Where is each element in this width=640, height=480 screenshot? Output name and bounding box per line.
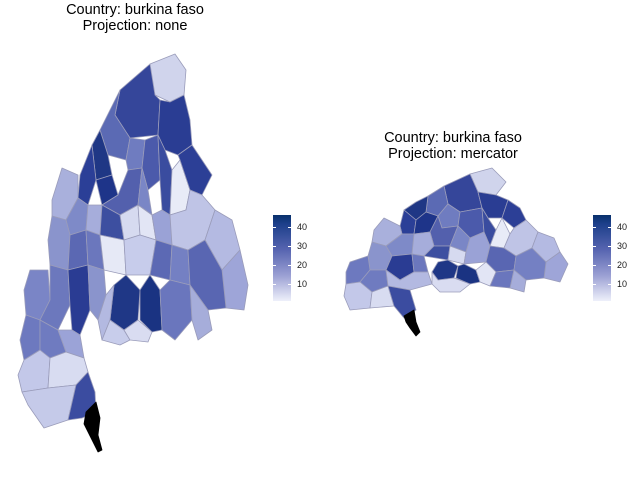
region bbox=[501, 199, 527, 229]
region bbox=[97, 284, 115, 341]
region bbox=[67, 371, 97, 421]
legend-label: 30 bbox=[617, 241, 628, 251]
region bbox=[77, 144, 97, 206]
region bbox=[169, 244, 191, 286]
region bbox=[385, 269, 433, 291]
region bbox=[17, 349, 51, 393]
region bbox=[431, 271, 471, 293]
legend-colorbar bbox=[593, 215, 611, 301]
map-panel-none: Country: burkina faso Projection: none bbox=[15, 2, 307, 453]
region bbox=[189, 284, 213, 341]
region bbox=[123, 234, 157, 276]
map-title: Country: burkina faso Projection: mercat… bbox=[333, 130, 573, 162]
country-label: Country: burkina faso bbox=[384, 130, 522, 146]
legend-colorbar bbox=[273, 215, 291, 301]
highlighted-region bbox=[403, 309, 421, 337]
region bbox=[21, 384, 77, 429]
country-label: Country: burkina faso bbox=[66, 2, 204, 18]
color-legend: 40 30 20 10 bbox=[271, 213, 331, 303]
region bbox=[87, 264, 107, 321]
region bbox=[159, 279, 193, 341]
color-legend: 40 30 20 10 bbox=[591, 213, 640, 303]
legend-label: 30 bbox=[297, 241, 308, 251]
legend-label: 40 bbox=[297, 222, 308, 232]
region bbox=[157, 94, 193, 156]
region bbox=[67, 264, 91, 336]
region bbox=[99, 234, 127, 276]
highlighted-region bbox=[83, 401, 103, 453]
legend-label: 40 bbox=[617, 222, 628, 232]
choropleth-map bbox=[343, 167, 569, 337]
region bbox=[67, 229, 89, 271]
region bbox=[509, 269, 527, 293]
choropleth-map bbox=[17, 53, 249, 453]
legend-label: 10 bbox=[297, 279, 308, 289]
projection-label: Projection: none bbox=[82, 18, 188, 34]
legend-label: 10 bbox=[617, 279, 628, 289]
projection-label: Projection: mercator bbox=[388, 146, 518, 162]
region bbox=[123, 319, 153, 343]
map-title: Country: burkina faso Projection: none bbox=[15, 2, 255, 34]
region bbox=[139, 274, 163, 333]
region bbox=[411, 253, 429, 273]
region bbox=[387, 285, 417, 319]
map-panel-mercator: Country: burkina faso Projection: mercat… bbox=[320, 0, 640, 480]
region bbox=[47, 215, 71, 271]
legend-label: 20 bbox=[297, 260, 308, 270]
legend-label: 20 bbox=[617, 260, 628, 270]
